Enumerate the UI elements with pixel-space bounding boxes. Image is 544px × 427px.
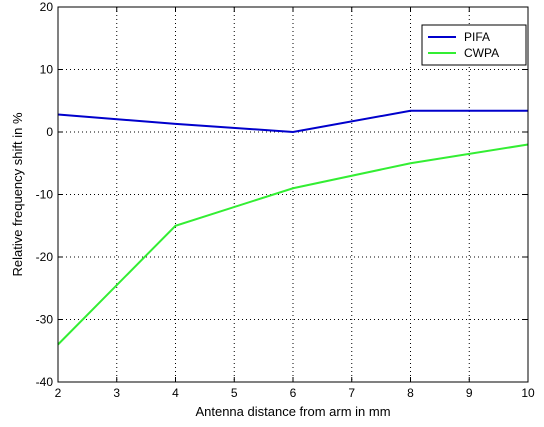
x-tick-label: 8 bbox=[407, 386, 414, 400]
y-tick-label: -40 bbox=[36, 375, 54, 389]
y-tick-label: 10 bbox=[40, 63, 54, 77]
x-tick-label: 4 bbox=[172, 386, 179, 400]
series-layer bbox=[57, 109, 529, 346]
legend-box bbox=[421, 24, 527, 66]
series-line-cwpa bbox=[57, 143, 529, 346]
y-tick-label: -20 bbox=[36, 250, 54, 264]
y-tick-label: -30 bbox=[36, 313, 54, 327]
x-tick-label: 7 bbox=[348, 386, 355, 400]
y-tick-label: 0 bbox=[46, 125, 53, 139]
legend-label-pifa: PIFA bbox=[464, 30, 490, 44]
grid-lines bbox=[58, 7, 528, 382]
y-tick-labels: -40 -30 -20 -10 0 10 20 bbox=[36, 0, 54, 389]
axis-ticks bbox=[57, 6, 529, 383]
legend: PIFA CWPA bbox=[421, 24, 527, 66]
y-tick-label: 20 bbox=[40, 0, 54, 14]
legend-label-cwpa: CWPA bbox=[464, 46, 499, 60]
y-tick-label: -10 bbox=[36, 188, 54, 202]
x-axis-label: Antenna distance from arm in mm bbox=[195, 404, 390, 419]
x-tick-label: 3 bbox=[113, 386, 120, 400]
x-tick-label: 6 bbox=[290, 386, 297, 400]
series-line-pifa bbox=[57, 109, 528, 134]
x-tick-label: 5 bbox=[231, 386, 238, 400]
x-tick-label: 9 bbox=[466, 386, 473, 400]
x-tick-label: 2 bbox=[55, 386, 62, 400]
x-tick-labels: 2 3 4 5 6 7 8 9 10 bbox=[55, 386, 535, 400]
x-tick-label: 10 bbox=[521, 386, 535, 400]
y-axis-label: Relative frequency shift in % bbox=[10, 112, 25, 276]
